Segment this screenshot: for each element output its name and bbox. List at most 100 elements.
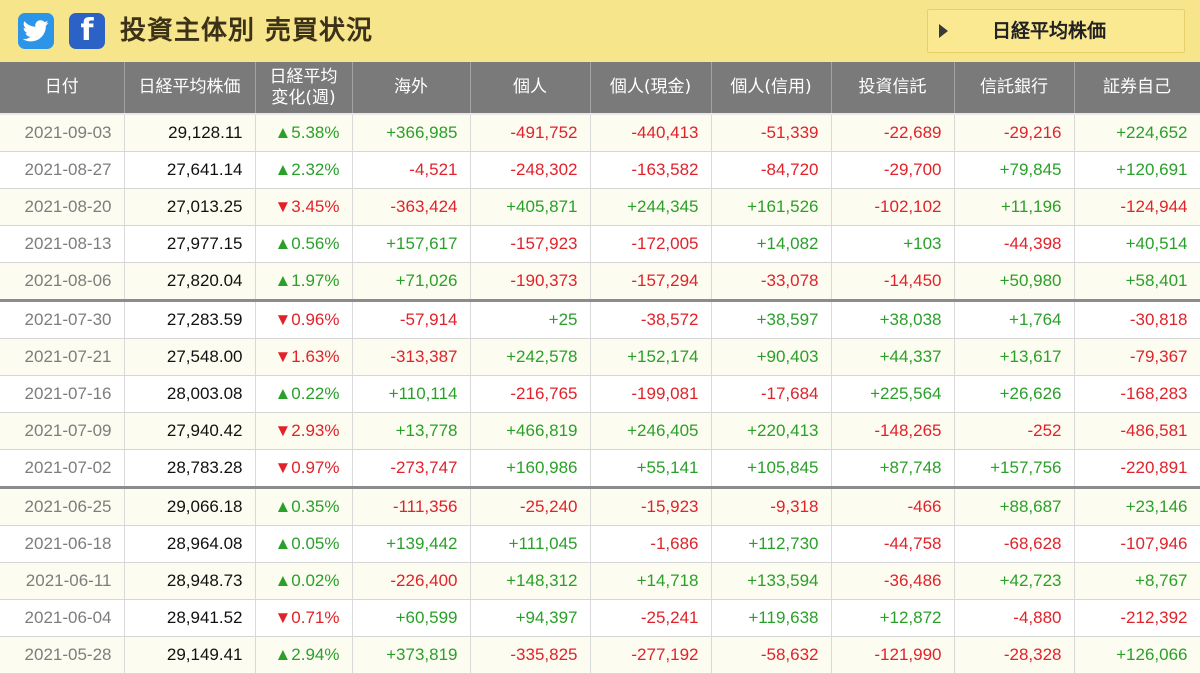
individual-cash-cell: -440,413 <box>590 114 712 152</box>
individual-margin-cell: -58,632 <box>711 636 832 674</box>
individual-margin-cell: -33,078 <box>711 262 832 301</box>
individual-cash-cell: +14,718 <box>590 562 712 600</box>
trust-bank-cell: +50,980 <box>954 262 1075 301</box>
individual-margin-cell: +220,413 <box>711 412 832 450</box>
individual-margin-cell: -17,684 <box>711 375 832 413</box>
date-cell: 2021-07-09 <box>0 412 125 450</box>
investment-trust-cell: +87,748 <box>831 449 955 488</box>
individual-cash-cell: -172,005 <box>590 225 712 263</box>
weekly-change-cell: ▼0.71% <box>255 599 353 637</box>
securities-proprietary-cell: +120,691 <box>1074 151 1200 189</box>
table-row: 2021-07-16 28,003.08 ▲0.22% +110,114 -216,76… <box>0 375 1200 413</box>
trust-bank-cell: +42,723 <box>954 562 1075 600</box>
investor-trading-table: 日付 日経平均株価 日経平均 変化(週) 海外 個人 個人(現金) 個人(信用) 投資信託 信託銀… <box>0 62 1200 674</box>
date-cell: 2021-07-02 <box>0 449 125 488</box>
individual-cash-cell: -15,923 <box>590 486 712 526</box>
column-header-individual: 個人 <box>470 62 591 115</box>
individual-margin-cell: +38,597 <box>711 299 832 339</box>
date-cell: 2021-09-03 <box>0 114 125 152</box>
investment-trust-cell: +225,564 <box>831 375 955 413</box>
twitter-share-button[interactable] <box>18 13 54 49</box>
date-cell: 2021-05-28 <box>0 636 125 674</box>
table-row: 2021-08-20 27,013.25 ▼3.45% -363,424 +405,87… <box>0 188 1200 226</box>
column-header-nikkei-weekly-change: 日経平均 変化(週) <box>255 62 353 115</box>
table-header-row: 日付 日経平均株価 日経平均 変化(週) 海外 個人 個人(現金) 個人(信用) 投資信託 信託銀… <box>0 62 1200 115</box>
date-cell: 2021-06-18 <box>0 525 125 563</box>
table-row: 2021-06-25 29,066.18 ▲0.35% -111,356 -25,240… <box>0 486 1200 526</box>
table-row: 2021-06-11 28,948.73 ▲0.02% -226,400 +148,31… <box>0 562 1200 600</box>
individual-margin-cell: -9,318 <box>711 486 832 526</box>
nikkei-price-cell: 28,003.08 <box>124 375 256 413</box>
nikkei-price-cell: 28,948.73 <box>124 562 256 600</box>
nikkei-price-cell: 27,283.59 <box>124 299 256 339</box>
nikkei-price-cell: 27,641.14 <box>124 151 256 189</box>
trust-bank-cell: -252 <box>954 412 1075 450</box>
table-row: 2021-09-03 29,128.11 ▲5.38% +366,985 -491,75… <box>0 114 1200 152</box>
weekly-change-cell: ▲1.97% <box>255 262 353 301</box>
column-header-nikkei-price: 日経平均株価 <box>124 62 256 115</box>
individual-cash-cell: +244,345 <box>590 188 712 226</box>
table-row: 2021-07-21 27,548.00 ▼1.63% -313,387 +242,57… <box>0 338 1200 376</box>
investment-trust-cell: -466 <box>831 486 955 526</box>
nikkei-price-cell: 27,548.00 <box>124 338 256 376</box>
individual-cash-cell: -157,294 <box>590 262 712 301</box>
securities-proprietary-cell: -212,392 <box>1074 599 1200 637</box>
individual-margin-cell: +90,403 <box>711 338 832 376</box>
nikkei-price-cell: 27,940.42 <box>124 412 256 450</box>
overseas-cell: +71,026 <box>352 262 471 301</box>
individual-cell: +405,871 <box>470 188 591 226</box>
individual-margin-cell: +112,730 <box>711 525 832 563</box>
column-header-individual-cash: 個人(現金) <box>590 62 712 115</box>
nikkei-price-cell: 29,149.41 <box>124 636 256 674</box>
individual-cell: -216,765 <box>470 375 591 413</box>
nikkei-average-button[interactable]: 日経平均株価 <box>927 9 1185 53</box>
date-cell: 2021-08-06 <box>0 262 125 301</box>
page-title: 投資主体別 売買状況 <box>120 16 374 46</box>
date-cell: 2021-06-04 <box>0 599 125 637</box>
overseas-cell: -313,387 <box>352 338 471 376</box>
individual-cash-cell: +55,141 <box>590 449 712 488</box>
twitter-bird-icon <box>23 20 49 42</box>
securities-proprietary-cell: +126,066 <box>1074 636 1200 674</box>
overseas-cell: -111,356 <box>352 486 471 526</box>
individual-margin-cell: +133,594 <box>711 562 832 600</box>
overseas-cell: +373,819 <box>352 636 471 674</box>
column-header-investment-trust: 投資信託 <box>831 62 955 115</box>
individual-cell: -157,923 <box>470 225 591 263</box>
individual-cell: -491,752 <box>470 114 591 152</box>
header-bar: f 投資主体別 売買状況 日経平均株価 <box>0 0 1200 62</box>
individual-cash-cell: +152,174 <box>590 338 712 376</box>
securities-proprietary-cell: +8,767 <box>1074 562 1200 600</box>
nikkei-price-cell: 29,128.11 <box>124 114 256 152</box>
table-row: 2021-08-06 27,820.04 ▲1.97% +71,026 -190,373… <box>0 262 1200 301</box>
weekly-change-cell: ▲0.35% <box>255 486 353 526</box>
table-row: 2021-08-13 27,977.15 ▲0.56% +157,617 -157,92… <box>0 225 1200 263</box>
table-row: 2021-06-18 28,964.08 ▲0.05% +139,442 +111,04… <box>0 525 1200 563</box>
weekly-change-cell: ▲2.32% <box>255 151 353 189</box>
facebook-f-icon: f <box>80 13 94 48</box>
individual-cell: -25,240 <box>470 486 591 526</box>
investment-trust-cell: -14,450 <box>831 262 955 301</box>
facebook-share-button[interactable]: f <box>69 13 105 49</box>
individual-cash-cell: -163,582 <box>590 151 712 189</box>
individual-cash-cell: -277,192 <box>590 636 712 674</box>
trust-bank-cell: +1,764 <box>954 299 1075 339</box>
nikkei-price-cell: 28,941.52 <box>124 599 256 637</box>
date-cell: 2021-06-11 <box>0 562 125 600</box>
table-body: 2021-09-03 29,128.11 ▲5.38% +366,985 -491,75… <box>0 114 1200 674</box>
nikkei-price-cell: 29,066.18 <box>124 486 256 526</box>
securities-proprietary-cell: -220,891 <box>1074 449 1200 488</box>
weekly-change-cell: ▼0.96% <box>255 299 353 339</box>
overseas-cell: -4,521 <box>352 151 471 189</box>
date-cell: 2021-08-27 <box>0 151 125 189</box>
overseas-cell: +60,599 <box>352 599 471 637</box>
nikkei-average-button-label: 日経平均株価 <box>992 20 1107 42</box>
overseas-cell: -363,424 <box>352 188 471 226</box>
weekly-change-cell: ▲0.56% <box>255 225 353 263</box>
nikkei-price-cell: 27,013.25 <box>124 188 256 226</box>
individual-margin-cell: -51,339 <box>711 114 832 152</box>
individual-cash-cell: -1,686 <box>590 525 712 563</box>
individual-margin-cell: +161,526 <box>711 188 832 226</box>
overseas-cell: -226,400 <box>352 562 471 600</box>
investment-trust-cell: -36,486 <box>831 562 955 600</box>
